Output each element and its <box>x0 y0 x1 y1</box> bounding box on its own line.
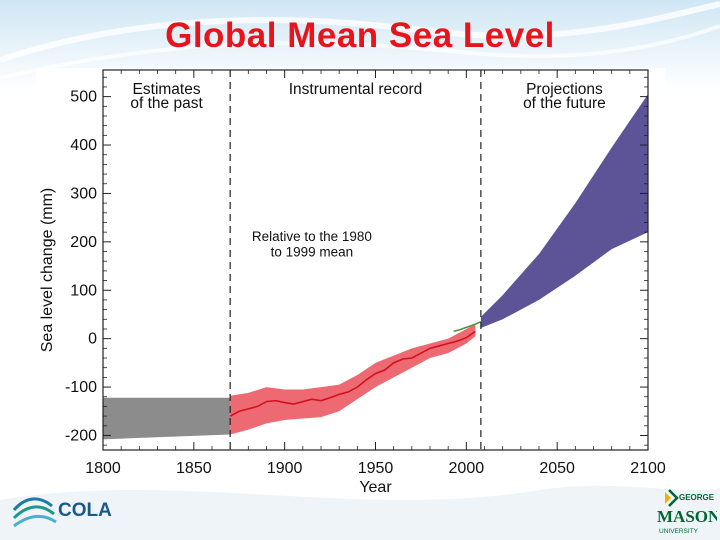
y-tick-label-2: 0 <box>88 331 97 348</box>
series-band-0 <box>103 397 231 440</box>
y-tick-label-7: 500 <box>70 89 97 106</box>
y-tick-label-5: 300 <box>70 185 97 202</box>
x-tick-label-3: 1950 <box>358 460 394 477</box>
period-sublabel-2: of the future <box>523 95 606 112</box>
period-label-2: Projections <box>526 81 603 98</box>
annotation-line-1: Relative to the 1980 <box>252 229 372 244</box>
x-tick-label-6: 2100 <box>630 460 666 477</box>
series-band-1 <box>230 324 476 435</box>
period-label-0: Estimates <box>133 81 201 98</box>
slide-title: Global Mean Sea Level <box>165 16 555 55</box>
gmu-logo-main: MASON <box>657 507 717 526</box>
y-tick-label-1: -100 <box>65 379 97 396</box>
y-tick-label-3: 100 <box>70 282 97 299</box>
x-axis-label: Year <box>359 479 392 496</box>
period-label-1: Instrumental record <box>289 81 423 98</box>
x-tick-label-5: 2050 <box>539 460 575 477</box>
cola-logo-text: COLA <box>58 500 112 521</box>
x-tick-label-2: 1900 <box>267 460 303 477</box>
gmu-logo-top: GEORGE <box>679 493 715 502</box>
y-tick-label-6: 400 <box>70 137 97 154</box>
cola-logo: COLA <box>12 497 112 528</box>
annotation-line-2: to 1999 mean <box>271 244 354 259</box>
x-tick-label-4: 2000 <box>449 460 485 477</box>
george-mason-logo: GEORGE MASON UNIVERSITY <box>657 489 717 535</box>
series-line-2 <box>229 330 476 417</box>
period-sublabel-0: of the past <box>130 95 203 112</box>
series-band-4 <box>480 94 648 329</box>
x-tick-label-1: 1850 <box>176 460 212 477</box>
y-tick-label-4: 200 <box>70 234 97 251</box>
y-axis-label: Sea level change (mm) <box>39 188 56 353</box>
y-tick-label-0: -200 <box>65 427 97 444</box>
x-tick-label-0: 1800 <box>85 460 121 477</box>
series-line-3 <box>453 320 482 333</box>
gmu-logo-bottom: UNIVERSITY <box>659 528 699 535</box>
